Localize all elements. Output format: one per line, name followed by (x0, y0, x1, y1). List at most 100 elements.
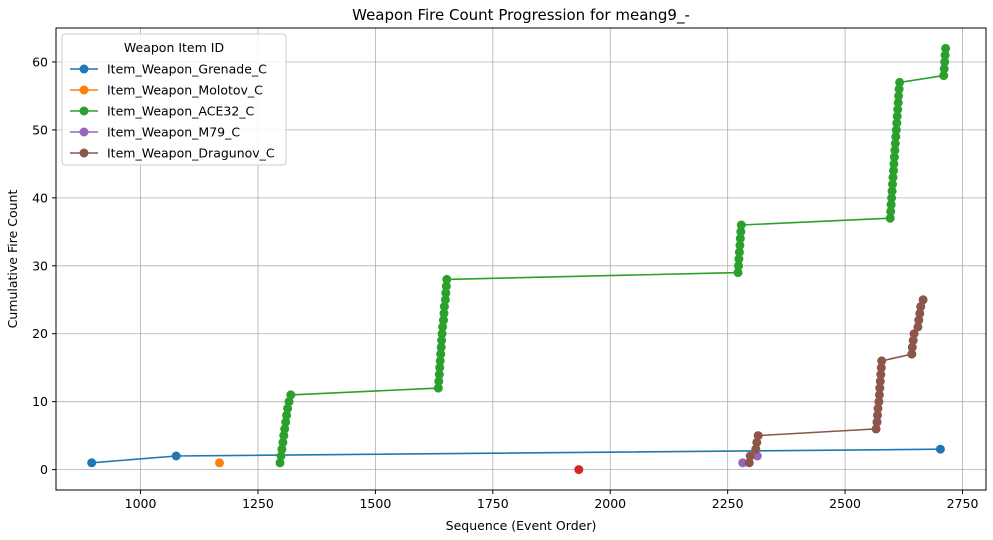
data-point (915, 308, 925, 318)
data-point (276, 451, 286, 461)
legend: Weapon Item ID Item_Weapon_Grenade_CItem… (61, 33, 287, 166)
data-point (436, 342, 446, 352)
unlabeled-series (574, 465, 584, 475)
data-point (890, 139, 900, 148)
legend-marker (79, 148, 89, 158)
x-axis: 1000 1250 1500 1750 2000 2250 2500 2750 (125, 490, 979, 511)
data-point (893, 98, 903, 108)
x-tick-label: 1250 (242, 496, 274, 511)
legend-label: Item_Weapon_Molotov_C (107, 83, 263, 98)
data-point (286, 390, 296, 400)
series-Item_Weapon_ACE32_C (275, 43, 951, 468)
data-point (215, 458, 224, 468)
data-point (888, 179, 897, 189)
series-line (279, 48, 947, 463)
x-tick-label: 1000 (125, 496, 157, 511)
data-point (734, 261, 743, 271)
data-point (434, 376, 444, 386)
data-point (873, 410, 882, 420)
data-point (433, 383, 443, 393)
data-point (278, 437, 288, 447)
legend-marker (79, 64, 89, 74)
y-tick-label: 30 (32, 258, 48, 273)
data-point (876, 370, 886, 379)
data-point (939, 64, 949, 74)
data-point (874, 390, 884, 400)
legend-title: Weapon Item ID (124, 40, 224, 55)
legend-entry: Item_Weapon_ACE32_C (70, 104, 255, 119)
data-point (873, 404, 883, 413)
legend-entries: Item_Weapon_Grenade_C Item_Weapon_Molotov… (70, 62, 275, 161)
legend-label: Item_Weapon_Grenade_C (107, 62, 267, 77)
y-tick-label: 10 (32, 394, 48, 409)
data-point (908, 336, 918, 345)
legend-label: Item_Weapon_ACE32_C (107, 104, 255, 119)
data-point (275, 458, 285, 468)
data-point (886, 206, 896, 216)
data-point (279, 431, 289, 441)
data-point (283, 404, 293, 413)
data-point (439, 302, 449, 312)
data-point (874, 397, 884, 407)
data-point (752, 451, 762, 461)
data-point (891, 125, 901, 135)
data-point (886, 200, 896, 210)
data-point (914, 315, 924, 325)
data-point (442, 274, 452, 284)
data-point (913, 322, 923, 332)
data-point (441, 288, 451, 298)
data-point (284, 397, 294, 407)
data-point (892, 111, 902, 121)
data-point (435, 363, 445, 373)
data-point (736, 227, 746, 237)
data-point (171, 451, 181, 461)
data-point (744, 458, 754, 468)
y-tick-label: 0 (40, 462, 48, 477)
data-point (733, 268, 743, 278)
data-point (875, 376, 885, 386)
data-point (891, 132, 901, 142)
data-point (935, 444, 945, 454)
data-point (735, 234, 745, 244)
x-tick-label: 2750 (947, 496, 979, 511)
data-point (877, 356, 887, 366)
data-point (872, 417, 882, 427)
legend-entry: Item_Weapon_M79_C (70, 125, 240, 140)
legend-label: Item_Weapon_M79_C (107, 125, 240, 140)
data-point (280, 424, 290, 434)
data-point (87, 458, 97, 468)
legend-marker (79, 85, 89, 95)
data-point (439, 308, 449, 318)
data-point (574, 465, 584, 475)
data-point (440, 295, 450, 305)
plot-frame (55, 27, 987, 491)
data-point (439, 315, 448, 325)
data-point (890, 145, 900, 155)
data-point (940, 50, 950, 60)
grid (56, 28, 986, 490)
data-point (745, 451, 755, 461)
data-point (277, 444, 287, 454)
legend-marker (79, 127, 89, 137)
y-tick-label: 20 (32, 326, 48, 341)
data-point (437, 336, 447, 345)
x-axis-label: Sequence (Event Order) (446, 518, 597, 533)
legend-box (61, 33, 287, 166)
data-point (889, 166, 898, 176)
x-tick-label: 1500 (359, 496, 391, 511)
x-tick-label: 2250 (712, 496, 744, 511)
y-tick-label: 50 (32, 122, 48, 137)
data-point (735, 240, 745, 250)
data-point (734, 254, 744, 264)
legend-entry: Item_Weapon_Molotov_C (70, 83, 263, 98)
data-point (887, 186, 897, 196)
legend-entry: Item_Weapon_Dragunov_C (70, 146, 275, 161)
data-point (753, 431, 763, 441)
y-tick-label: 40 (32, 190, 48, 205)
x-tick-label: 2000 (594, 496, 626, 511)
data-point (738, 458, 748, 468)
data-point (435, 356, 445, 366)
series-Item_Weapon_Grenade_C (87, 444, 945, 468)
data-point (918, 295, 928, 305)
